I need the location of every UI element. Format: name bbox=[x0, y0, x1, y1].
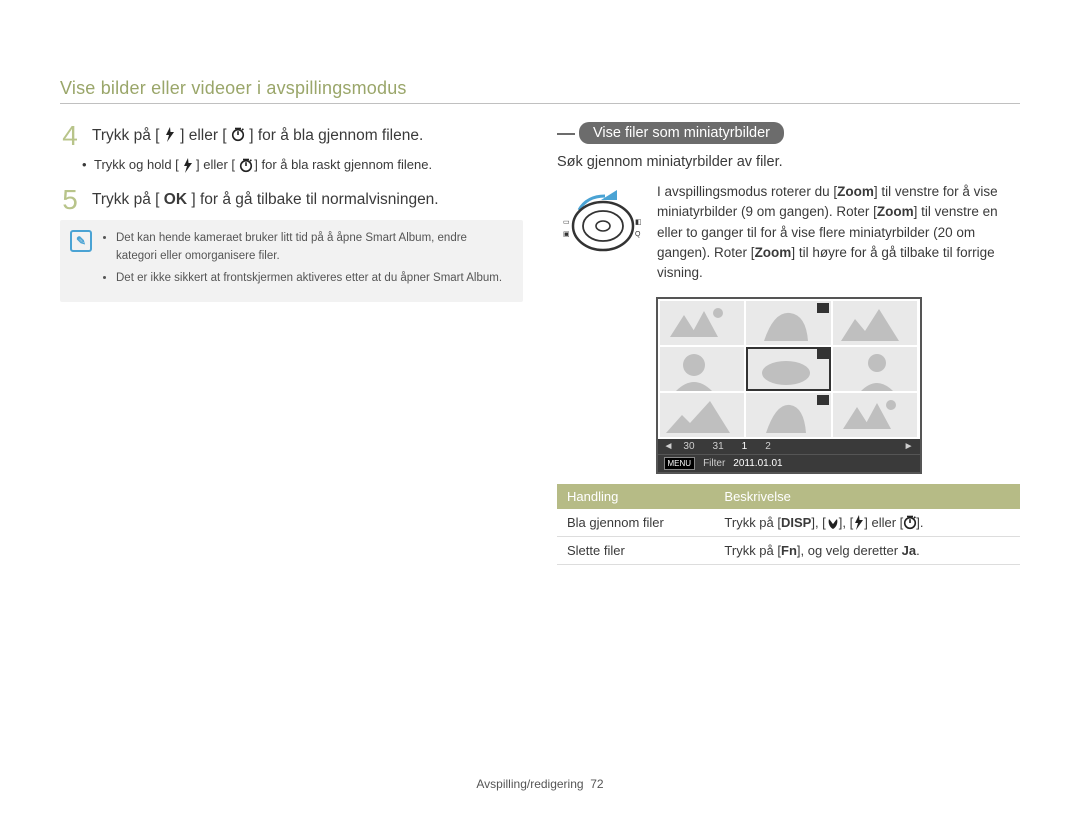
zoom-dial-graphic: ▭ ▣ ◧ Q bbox=[557, 182, 645, 283]
disp-key: DISP bbox=[781, 515, 811, 530]
text: ] eller [ bbox=[180, 127, 227, 144]
zoom-key: Zoom bbox=[877, 204, 914, 219]
step-text: Trykk på [ ] eller [ ] for å bla gjennom… bbox=[92, 122, 423, 150]
thumb-cell-selected bbox=[746, 347, 831, 391]
video-badge-icon bbox=[817, 395, 829, 405]
thumb-cell bbox=[746, 301, 831, 345]
chevron-left-icon: ◄ bbox=[664, 441, 674, 452]
thumbnail-grid bbox=[658, 299, 920, 439]
table-row: Slette filer Trykk på [Fn], og velg dere… bbox=[557, 537, 1020, 565]
flash-icon bbox=[164, 127, 176, 142]
thumbnail-screen: ◄ 30 31 1 2 ► MENU Filter 2011.01.01 bbox=[656, 297, 922, 474]
note-icon: ✎ bbox=[70, 230, 92, 252]
footer-section: Avspilling/redigering bbox=[476, 777, 583, 791]
page-section-title: Vise bilder eller videoer i avspillingsm… bbox=[60, 78, 1020, 99]
num-active: 1 bbox=[742, 441, 748, 452]
video-badge-icon bbox=[817, 303, 829, 313]
text: ] for å bla gjennom filene. bbox=[249, 127, 423, 144]
zoom-key: Zoom bbox=[837, 184, 874, 199]
text: ] for å bla raskt gjennom filene. bbox=[254, 157, 432, 172]
thumb-menu-bar: MENU Filter 2011.01.01 bbox=[658, 454, 920, 472]
desc-cell: Trykk på [DISP], [], [] eller []. bbox=[714, 509, 1020, 537]
action-cell: Slette filer bbox=[557, 537, 714, 565]
text: ]. bbox=[916, 515, 923, 530]
col-header: Handling bbox=[557, 484, 714, 509]
text: ], [ bbox=[811, 515, 825, 530]
text: ], [ bbox=[839, 515, 853, 530]
note-item: Det kan hende kameraet bruker litt tid p… bbox=[116, 230, 511, 266]
zoom-key: Zoom bbox=[755, 245, 792, 260]
left-column: 4 Trykk på [ ] eller [ ] for å bla gjenn… bbox=[60, 122, 523, 565]
thumb-cell bbox=[660, 301, 745, 345]
ja-key: Ja bbox=[902, 543, 916, 558]
thumb-cell bbox=[833, 347, 918, 391]
num: 31 bbox=[713, 441, 724, 452]
macro-icon bbox=[826, 515, 839, 529]
table-header-row: Handling Beskrivelse bbox=[557, 484, 1020, 509]
svg-text:Q: Q bbox=[635, 231, 641, 238]
text: . bbox=[916, 543, 920, 558]
timer-icon bbox=[903, 515, 916, 529]
fn-key: Fn bbox=[781, 543, 797, 558]
thumb-cell bbox=[833, 393, 918, 437]
date-numbers: 30 31 1 2 bbox=[683, 441, 893, 452]
date-label: 2011.01.01 bbox=[733, 458, 782, 469]
actions-table: Handling Beskrivelse Bla gjennom filer T… bbox=[557, 484, 1020, 565]
note-item: Det er ikke sikkert at frontskjermen akt… bbox=[116, 270, 511, 288]
svg-text:◧: ◧ bbox=[635, 219, 642, 226]
thumb-date-bar: ◄ 30 31 1 2 ► bbox=[658, 439, 920, 454]
step-4: 4 Trykk på [ ] eller [ ] for å bla gjenn… bbox=[60, 122, 523, 150]
num: 2 bbox=[765, 441, 771, 452]
filter-label: Filter bbox=[703, 458, 725, 469]
text: ], og velg deretter bbox=[797, 543, 902, 558]
two-column-layout: 4 Trykk på [ ] eller [ ] for å bla gjenn… bbox=[60, 122, 1020, 565]
step-4-sub: Trykk og hold [ ] eller [ ] for å bla ra… bbox=[94, 156, 523, 174]
svg-text:▭: ▭ bbox=[563, 219, 570, 226]
zoom-instruction: ▭ ▣ ◧ Q I avspillingsmodus roterer du [Z… bbox=[557, 182, 1020, 283]
thumb-cell bbox=[746, 393, 831, 437]
text: ] for å gå tilbake til normalvisningen. bbox=[191, 191, 438, 208]
thumb-cell bbox=[833, 301, 918, 345]
header-rule bbox=[60, 103, 1020, 104]
step-number: 5 bbox=[60, 186, 80, 214]
text: ] eller [ bbox=[196, 157, 235, 172]
step-5: 5 Trykk på [ OK ] for å gå tilbake til n… bbox=[60, 186, 523, 214]
desc-cell: Trykk på [Fn], og velg deretter Ja. bbox=[714, 537, 1020, 565]
text: Trykk på [ bbox=[724, 515, 781, 530]
text: Trykk på [ bbox=[724, 543, 781, 558]
ok-key: OK bbox=[164, 191, 187, 208]
note-list: Det kan hende kameraet bruker litt tid p… bbox=[102, 230, 511, 287]
timer-icon bbox=[239, 158, 251, 171]
col-header: Beskrivelse bbox=[714, 484, 1020, 509]
text: I avspillingsmodus roterer du [ bbox=[657, 184, 837, 199]
text: Trykk på [ bbox=[92, 127, 159, 144]
table-row: Bla gjennom filer Trykk på [DISP], [], [… bbox=[557, 509, 1020, 537]
subsection-pill: Vise filer som miniatyrbilder bbox=[579, 122, 784, 144]
text: Trykk og hold [ bbox=[94, 157, 179, 172]
step-number: 4 bbox=[60, 122, 80, 150]
action-cell: Bla gjennom filer bbox=[557, 509, 714, 537]
num: 30 bbox=[683, 441, 694, 452]
timer-icon bbox=[231, 127, 245, 142]
page-number: 72 bbox=[590, 777, 603, 791]
thumb-cell bbox=[660, 347, 745, 391]
flash-icon bbox=[182, 158, 192, 171]
text: ] eller [ bbox=[864, 515, 903, 530]
intro-text: Søk gjennom miniatyrbilder av filer. bbox=[557, 154, 1020, 170]
chevron-right-icon: ► bbox=[904, 441, 914, 452]
manual-page: Vise bilder eller videoer i avspillingsm… bbox=[0, 0, 1080, 815]
video-badge-icon bbox=[817, 349, 829, 359]
flash-icon bbox=[853, 515, 864, 529]
svg-text:▣: ▣ bbox=[563, 231, 570, 238]
right-column: Vise filer som miniatyrbilder Søk gjenno… bbox=[557, 122, 1020, 565]
step-text: Trykk på [ OK ] for å gå tilbake til nor… bbox=[92, 186, 439, 214]
page-footer: Avspilling/redigering 72 bbox=[0, 777, 1080, 791]
thumb-cell bbox=[660, 393, 745, 437]
zoom-text: I avspillingsmodus roterer du [Zoom] til… bbox=[657, 182, 1020, 283]
note-box: ✎ Det kan hende kameraet bruker litt tid… bbox=[60, 220, 523, 301]
text: Trykk på [ bbox=[92, 191, 159, 208]
menu-chip: MENU bbox=[664, 457, 696, 470]
